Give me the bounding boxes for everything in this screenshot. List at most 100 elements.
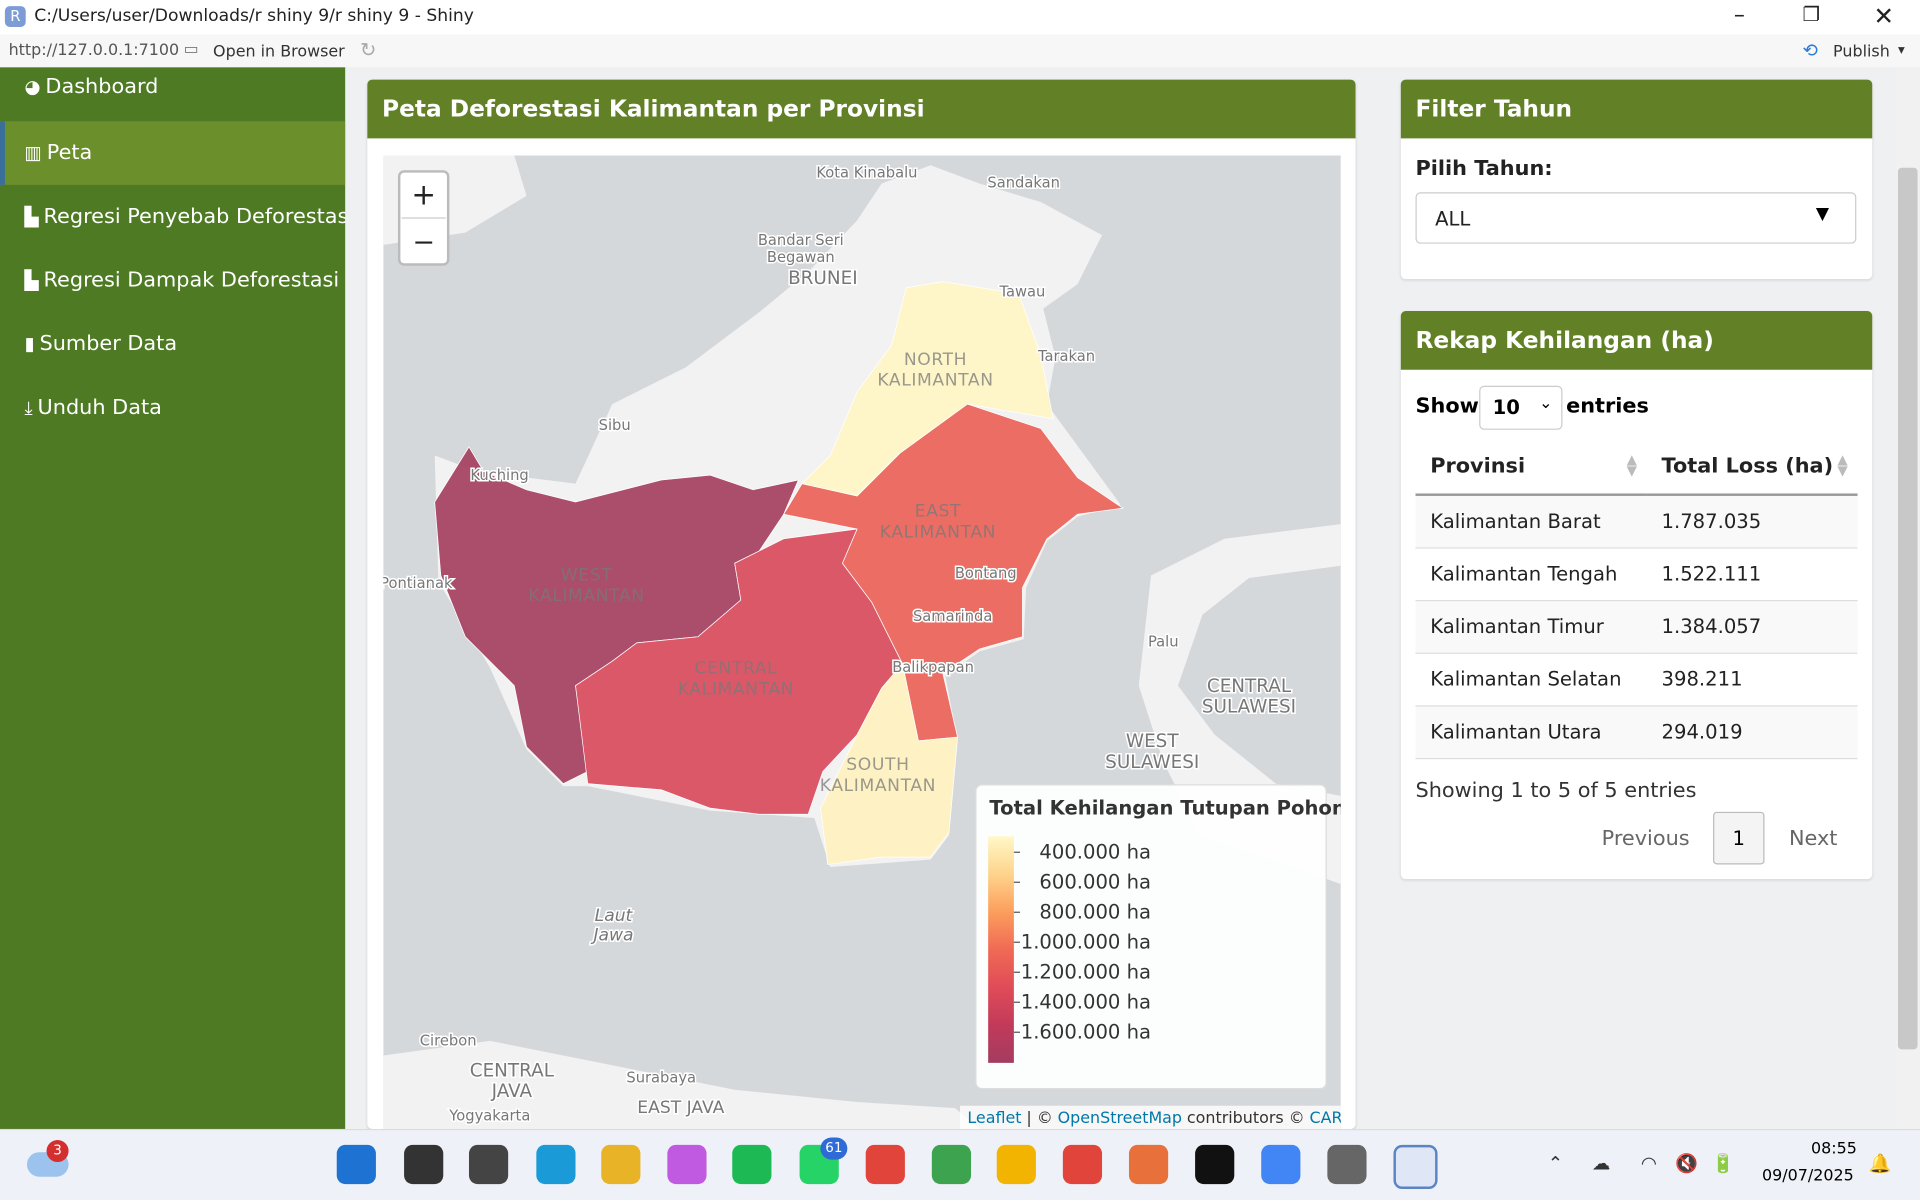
place-label: Bontang <box>955 565 1017 582</box>
refresh-button[interactable]: ↻ <box>360 37 377 62</box>
publish-button[interactable]: Publish <box>1833 42 1890 62</box>
tray-icon[interactable]: ⌃ <box>1547 1152 1564 1175</box>
tray-icon[interactable]: 🔋 <box>1711 1152 1735 1175</box>
attribution-osm[interactable]: OpenStreetMap <box>1058 1108 1182 1127</box>
place-label: Kuching <box>470 467 528 484</box>
tray-icon[interactable]: ☁ <box>1591 1152 1611 1175</box>
clock-date: 09/07/2025 <box>1762 1166 1854 1186</box>
attribution-carto[interactable]: CARTO <box>1310 1108 1341 1127</box>
legend-box <box>975 784 1327 1090</box>
nav-item[interactable]: ▙ Regresi Dampak Deforestasi <box>0 249 345 313</box>
place-label: Palu <box>1148 634 1179 651</box>
place-label: Sibu <box>599 417 631 434</box>
table-cell: Kalimantan Selatan <box>1430 667 1622 691</box>
length-select[interactable]: 10 ⌄ <box>1479 385 1563 430</box>
publish-dropdown[interactable]: ▾ <box>1897 41 1905 58</box>
taskbar-icon[interactable] <box>1195 1144 1235 1185</box>
nav-icon: ▙ <box>24 205 39 228</box>
scrollbar-thumb[interactable] <box>1897 167 1918 1050</box>
nav-label: Dashboard <box>45 74 159 100</box>
previous-button[interactable]: Previous <box>1601 826 1690 852</box>
land <box>383 1040 980 1129</box>
place-label: Begawan <box>767 249 835 266</box>
length-value: 10 <box>1492 395 1520 419</box>
taskbar-icon[interactable] <box>1128 1144 1169 1185</box>
table-cell: Kalimantan Timur <box>1430 614 1604 638</box>
taskbar-icon[interactable] <box>404 1144 444 1185</box>
table-cell: 1.522.111 <box>1661 562 1762 586</box>
page-button[interactable]: 1 <box>1713 811 1765 865</box>
nav-item[interactable]: ▙ Regresi Penyebab Deforestasi <box>0 185 354 249</box>
taskbar-icon[interactable] <box>468 1144 509 1185</box>
nav-item[interactable]: ▮ Sumber Data <box>0 312 345 376</box>
table-header-row: Provinsi ▲ ▼ Total Loss (ha) ▲ ▼ <box>1415 438 1858 495</box>
taskbar-icon[interactable] <box>996 1144 1036 1185</box>
attribution-sep: | © <box>1026 1108 1052 1127</box>
close-button[interactable]: ✕ <box>1873 1 1894 31</box>
nav-icon: ⤓ <box>24 396 33 419</box>
tray-icon[interactable]: 🔔 <box>1868 1152 1892 1175</box>
taskbar-icon[interactable] <box>1393 1144 1438 1189</box>
taskbar-icon[interactable] <box>732 1144 772 1185</box>
place-label: Cirebon <box>420 1033 477 1050</box>
zoom-in[interactable]: + <box>411 177 436 211</box>
main-content: Peta Deforestasi Kalimantan per Provinsi… <box>345 67 1896 1129</box>
attribution-bg <box>960 1105 1341 1129</box>
sort-icon: ▲ ▼ <box>1626 451 1638 479</box>
nav-item[interactable]: ▥ Peta <box>0 121 346 185</box>
taskbar-icon[interactable] <box>865 1144 905 1185</box>
column-header[interactable]: Total Loss (ha) ▲ ▼ <box>1647 438 1858 494</box>
sort-icon: ▲ ▼ <box>1837 451 1848 479</box>
region-label: CENTRAL <box>695 658 778 678</box>
next-button[interactable]: Next <box>1788 826 1838 852</box>
place-label: BRUNEI <box>788 268 858 289</box>
taskbar-icon[interactable] <box>667 1144 707 1185</box>
region-label: KALIMANTAN <box>877 371 993 391</box>
taskbar-icon[interactable] <box>601 1144 641 1185</box>
nav-label: Regresi Penyebab Deforestasi <box>43 204 355 229</box>
nav-item[interactable]: ◕ Dashboard <box>0 55 345 119</box>
map[interactable]: WESTKALIMANTANCENTRALKALIMANTANEASTKALIM… <box>383 155 1341 1129</box>
open-in-browser[interactable]: Open in Browser <box>213 42 345 62</box>
length-arrow: ⌄ <box>1539 394 1553 413</box>
url: http://127.0.0.1:7100 <box>8 41 180 60</box>
place-label: Samarinda <box>913 608 992 625</box>
filter-box: Filter Tahun Pilih Tahun: ALL ▼ <box>1400 79 1873 280</box>
window-title: C:/Users/user/Downloads/r shiny 9/r shin… <box>34 6 474 26</box>
rekap-title: Rekap Kehilangan (ha) <box>1400 311 1873 370</box>
taskbar-icon[interactable] <box>336 1144 376 1185</box>
column-header[interactable]: Provinsi ▲ ▼ <box>1416 438 1647 494</box>
place-label: Yogyakarta <box>448 1107 530 1124</box>
place-label: Jawa <box>590 925 633 945</box>
attribution-leaflet[interactable]: Leaflet <box>967 1108 1021 1127</box>
attribution: Leaflet | © OpenStreetMap contributors © CAR… <box>967 1108 1340 1127</box>
scrollbar[interactable] <box>1895 67 1920 1129</box>
place-label: JAVA <box>491 1081 533 1102</box>
minimize-button[interactable]: – <box>1733 2 1745 29</box>
nav-icon: ▥ <box>24 142 42 165</box>
maximize-button[interactable]: ❐ <box>1802 2 1821 26</box>
taskbar-icon[interactable] <box>1062 1144 1103 1185</box>
place-label: Laut <box>595 906 634 926</box>
place-label: CENTRAL <box>1207 676 1292 697</box>
taskbar: 3 61 08:55 09/07/2025 ⌃ ☁ ◠ 🔇 🔋 🔔 <box>0 1128 1920 1200</box>
nav-icon: ◕ <box>24 75 41 98</box>
place-label: Pontianak <box>383 575 453 592</box>
taskbar-icon[interactable] <box>931 1144 972 1185</box>
legend-label: 1.000.000 ha <box>1021 930 1151 953</box>
nav-item[interactable]: ⤓ Unduh Data <box>0 376 345 440</box>
tray-icon[interactable]: 🔇 <box>1675 1152 1698 1175</box>
select-arrow: ▼ <box>1815 204 1830 225</box>
tray-icon[interactable]: ◠ <box>1640 1152 1657 1175</box>
table-row: Kalimantan Utara 294.019 <box>1415 705 1858 758</box>
zoom-out[interactable]: − <box>412 227 435 258</box>
table-cell: 294.019 <box>1661 720 1743 744</box>
region-label: KALIMANTAN <box>528 586 644 606</box>
nav-icon: ▮ <box>24 333 35 356</box>
taskbar-icon[interactable] <box>1261 1144 1301 1185</box>
year-select[interactable]: ALL ▼ <box>1415 192 1857 244</box>
taskbar-icon[interactable] <box>1327 1144 1367 1185</box>
taskbar-icon[interactable] <box>536 1144 576 1185</box>
whatsapp-badge: 61 <box>820 1137 848 1160</box>
